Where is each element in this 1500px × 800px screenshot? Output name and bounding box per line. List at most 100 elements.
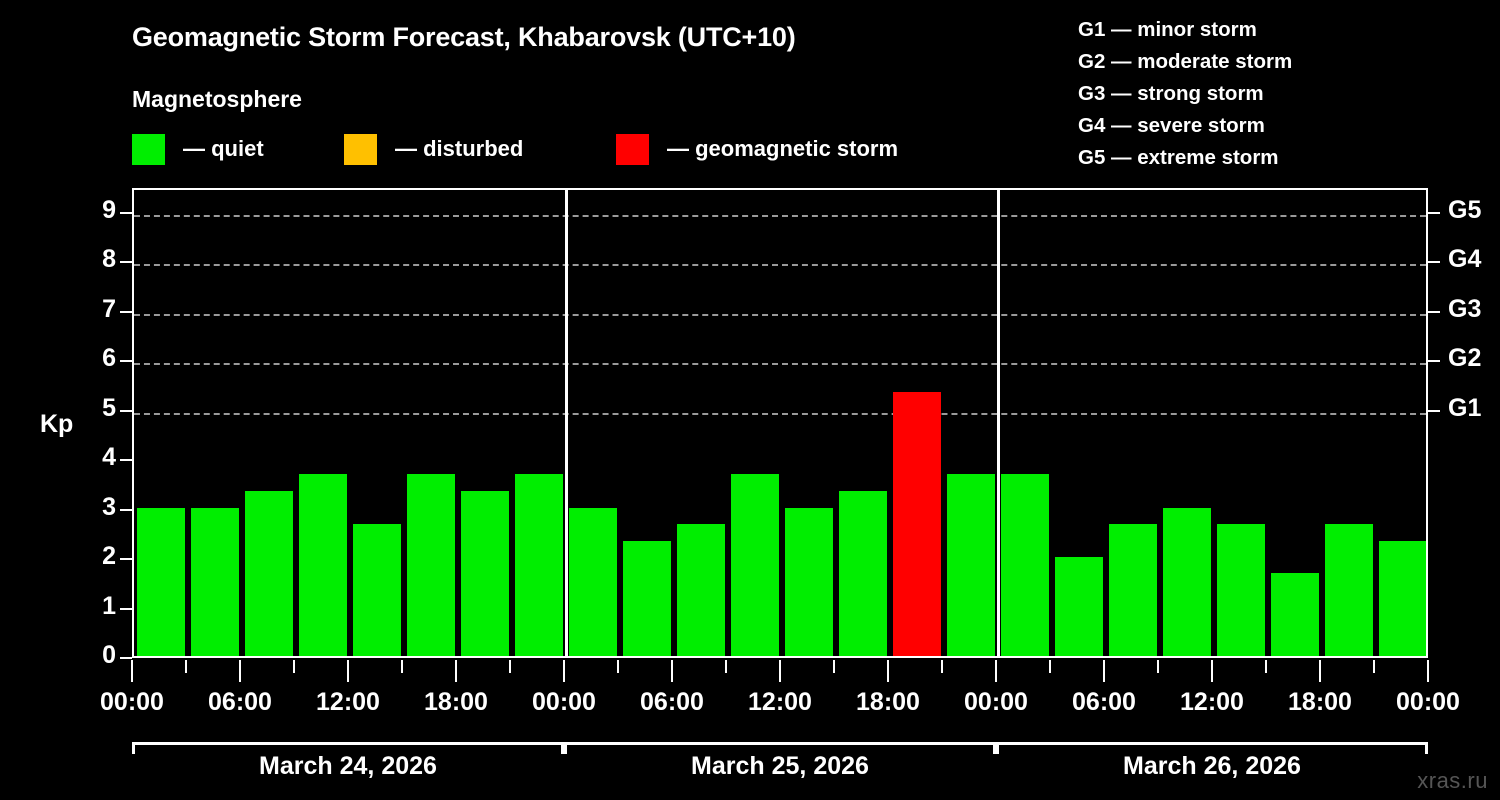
date-bracket-3: [996, 742, 1428, 754]
magnetosphere-label: Magnetosphere: [132, 86, 302, 112]
date-label-3: March 26, 2026: [1123, 752, 1301, 780]
x-axis-tick-h48: [995, 660, 997, 682]
bar: [839, 491, 887, 656]
bar: [1271, 573, 1319, 656]
y-axis-label-5: 5: [102, 393, 116, 422]
date-label-1: March 24, 2026: [259, 752, 437, 780]
legend-item-quiet: — quiet: [132, 133, 264, 165]
y-axis-tick-1: [120, 607, 132, 610]
x-axis-tick-h36: [779, 660, 781, 682]
x-axis-tick-h3: [185, 660, 187, 673]
x-axis-tick-h9: [293, 660, 295, 673]
y-axis-tick-2: [120, 558, 132, 561]
x-axis-tick-h72: [1427, 660, 1429, 682]
y-axis-label-4: 4: [102, 443, 116, 472]
x-axis-label-4: 00:00: [532, 688, 596, 716]
bar: [299, 474, 347, 656]
gridline-kp-6: [134, 363, 1426, 366]
right-axis-label-G3: G3: [1448, 294, 1482, 323]
y-axis-label-7: 7: [102, 294, 116, 323]
y-axis-label-1: 1: [102, 591, 116, 620]
x-axis-tick-h60: [1211, 660, 1213, 682]
x-axis-label-10: 12:00: [1180, 688, 1244, 716]
bar: [1325, 523, 1373, 656]
x-axis-label-9: 06:00: [1072, 688, 1136, 716]
legend-swatch-geomagnetic-storm: [616, 133, 649, 165]
bar: [1109, 523, 1157, 656]
gridline-kp-7: [134, 313, 1426, 316]
x-axis-tick-h33: [725, 660, 727, 673]
legend-item-geomagnetic-storm: — geomagnetic storm: [616, 133, 898, 165]
x-axis-tick-h18: [455, 660, 457, 682]
gridline-kp-5: [134, 412, 1426, 415]
x-axis-tick-h42: [887, 660, 889, 682]
day-separator: [564, 190, 568, 656]
x-axis-tick-h30: [671, 660, 673, 682]
day-separator: [996, 190, 1000, 656]
legend-swatch-disturbed: [344, 133, 377, 165]
watermark: xras.ru: [1417, 768, 1488, 793]
bar: [785, 507, 833, 656]
bar: [677, 523, 725, 656]
g-scale-line-5: G5 — extreme storm: [1078, 146, 1279, 169]
x-axis-tick-h27: [617, 660, 619, 673]
y-axis-tick-8: [120, 261, 132, 264]
chart-plot-area: [132, 188, 1428, 658]
y-axis-label-9: 9: [102, 195, 116, 224]
x-axis-tick-h63: [1265, 660, 1267, 673]
date-bracket-2: [564, 742, 996, 754]
x-axis-label-1: 06:00: [208, 688, 272, 716]
bar: [1379, 540, 1426, 656]
x-axis-tick-h15: [401, 660, 403, 673]
bar: [353, 523, 401, 656]
bar: [245, 491, 293, 656]
y-axis-tick-3: [120, 508, 132, 511]
gridline-kp-8: [134, 264, 1426, 267]
x-axis-tick-h66: [1319, 660, 1321, 682]
x-axis-label-0: 00:00: [100, 688, 164, 716]
y-axis-label-2: 2: [102, 542, 116, 571]
y-axis-tick-0: [120, 657, 132, 659]
x-axis-label-8: 00:00: [964, 688, 1028, 716]
bar: [623, 540, 671, 656]
bar: [947, 474, 995, 656]
bar: [191, 507, 239, 656]
bar: [407, 474, 455, 656]
y-axis-label-6: 6: [102, 344, 116, 373]
y-axis-label-0: 0: [102, 641, 116, 669]
g-scale-line-1: G1 — minor storm: [1078, 18, 1257, 41]
x-axis-label-6: 12:00: [748, 688, 812, 716]
bar: [1001, 474, 1049, 656]
date-label-2: March 25, 2026: [691, 752, 869, 780]
legend-label-disturbed: — disturbed: [395, 136, 524, 161]
right-axis-tick-G1: [1428, 409, 1440, 412]
y-axis-tick-5: [120, 409, 132, 412]
bar: [1163, 507, 1211, 656]
y-axis-tick-7: [120, 310, 132, 313]
right-axis-tick-G4: [1428, 261, 1440, 264]
legend-label-quiet: — quiet: [183, 136, 264, 161]
x-axis-tick-h57: [1157, 660, 1159, 673]
gridline-kp-9: [134, 214, 1426, 217]
y-axis-tick-9: [120, 211, 132, 214]
right-axis-label-G5: G5: [1448, 195, 1482, 224]
y-axis-title: Kp: [40, 410, 74, 438]
x-axis-tick-h39: [833, 660, 835, 673]
g-scale-legend: G1 — minor storm G2 — moderate storm G3 — …: [1078, 14, 1292, 174]
x-axis-tick-h51: [1049, 660, 1051, 673]
x-axis-label-12: 00:00: [1396, 688, 1460, 716]
plot-inner: [134, 190, 1426, 656]
bar: [461, 491, 509, 656]
right-axis-label-G1: G1: [1448, 393, 1482, 422]
right-axis-tick-G5: [1428, 211, 1440, 214]
x-axis-tick-h6: [239, 660, 241, 682]
bar: [137, 507, 185, 656]
g-scale-line-2: G2 — moderate storm: [1078, 50, 1293, 73]
legend-swatch-quiet: [132, 133, 165, 165]
bar: [1217, 523, 1265, 656]
x-axis-label-2: 12:00: [316, 688, 380, 716]
g-scale-line-4: G4 — severe storm: [1078, 114, 1265, 137]
bar: [731, 474, 779, 656]
x-axis-tick-h0: [131, 660, 133, 682]
bar: [569, 507, 617, 656]
